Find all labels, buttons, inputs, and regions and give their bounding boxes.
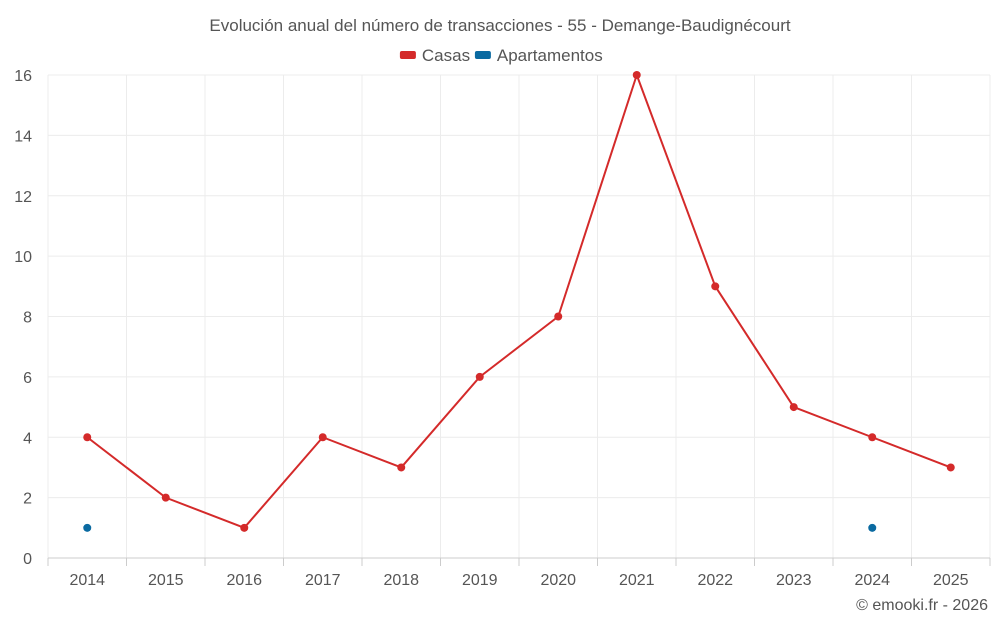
y-tick-label: 0 (23, 551, 32, 568)
x-tick-label: 2020 (540, 572, 576, 589)
data-point (83, 523, 92, 532)
x-tick-label: 2025 (933, 572, 969, 589)
data-point (83, 433, 92, 442)
y-tick-label: 10 (14, 249, 32, 266)
y-tick-label: 4 (23, 430, 32, 447)
data-point (161, 493, 170, 502)
x-tick-label: 2015 (148, 572, 184, 589)
data-point (632, 71, 641, 79)
y-tick-label: 16 (14, 68, 32, 85)
x-tick-label: 2022 (697, 572, 733, 589)
data-point (711, 282, 720, 291)
x-tick-label: 2014 (69, 572, 105, 589)
data-point (789, 403, 798, 412)
x-tick-label: 2016 (226, 572, 262, 589)
x-tick-label: 2023 (776, 572, 812, 589)
x-tick-label: 2024 (854, 572, 890, 589)
grid-lines (47, 74, 991, 566)
x-tick-label: 2019 (462, 572, 498, 589)
y-tick-label: 12 (14, 189, 32, 206)
chart-title: Evolución anual del número de transaccio… (209, 16, 790, 35)
data-point (868, 433, 877, 442)
legend-item-casas[interactable]: Casas (399, 46, 470, 65)
y-tick-label: 14 (14, 128, 32, 145)
data-point (397, 463, 406, 472)
series-casas (83, 71, 955, 532)
data-point (240, 523, 249, 532)
data-point (318, 433, 327, 442)
data-point (475, 372, 484, 381)
y-tick-label: 2 (23, 491, 32, 508)
chart-legend: Casas Apartamentos (399, 46, 603, 65)
credit-text: © emooki.fr - 2026 (856, 597, 988, 614)
legend-swatch (399, 51, 416, 59)
legend-label: Apartamentos (497, 46, 603, 65)
x-axis: 2014 2015 2016 2017 2018 2019 2020 2021 2022 2023… (69, 572, 968, 589)
data-point (946, 463, 955, 472)
legend-swatch (474, 51, 491, 59)
x-tick-label: 2018 (383, 572, 419, 589)
y-axis: 0 2 4 6 8 10 12 14 16 (14, 68, 32, 568)
series-line (86, 74, 952, 529)
legend-item-apartamentos[interactable]: Apartamentos (474, 46, 603, 65)
x-tick-label: 2021 (619, 572, 655, 589)
data-point (868, 523, 877, 532)
series-apartamentos (83, 523, 877, 532)
series-layer (83, 71, 955, 532)
y-tick-label: 8 (23, 310, 32, 327)
legend-label: Casas (422, 46, 470, 65)
y-tick-label: 6 (23, 370, 32, 387)
data-point (554, 312, 563, 321)
x-tick-label: 2017 (305, 572, 341, 589)
